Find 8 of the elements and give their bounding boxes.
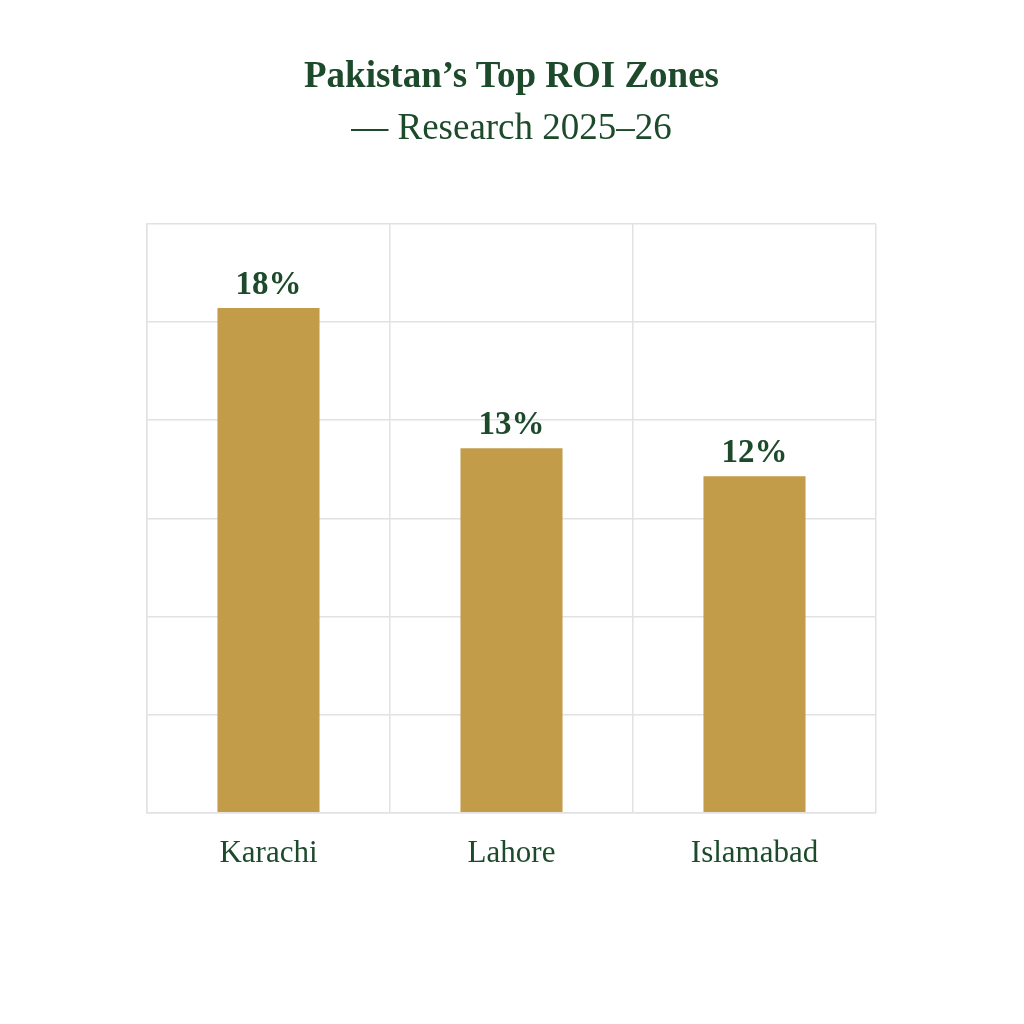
x-tick-label: Karachi (219, 833, 318, 869)
data-label: 12% (721, 433, 788, 470)
chart-subtitle: — Research 2025–26 (350, 106, 672, 148)
chart-title: Pakistan’s Top ROI Zones (303, 53, 720, 95)
x-tick-label: Islamabad (690, 833, 819, 869)
data-label: 18% (235, 264, 302, 301)
x-tick-label: Lahore (467, 833, 556, 869)
data-label: 13% (478, 405, 545, 442)
